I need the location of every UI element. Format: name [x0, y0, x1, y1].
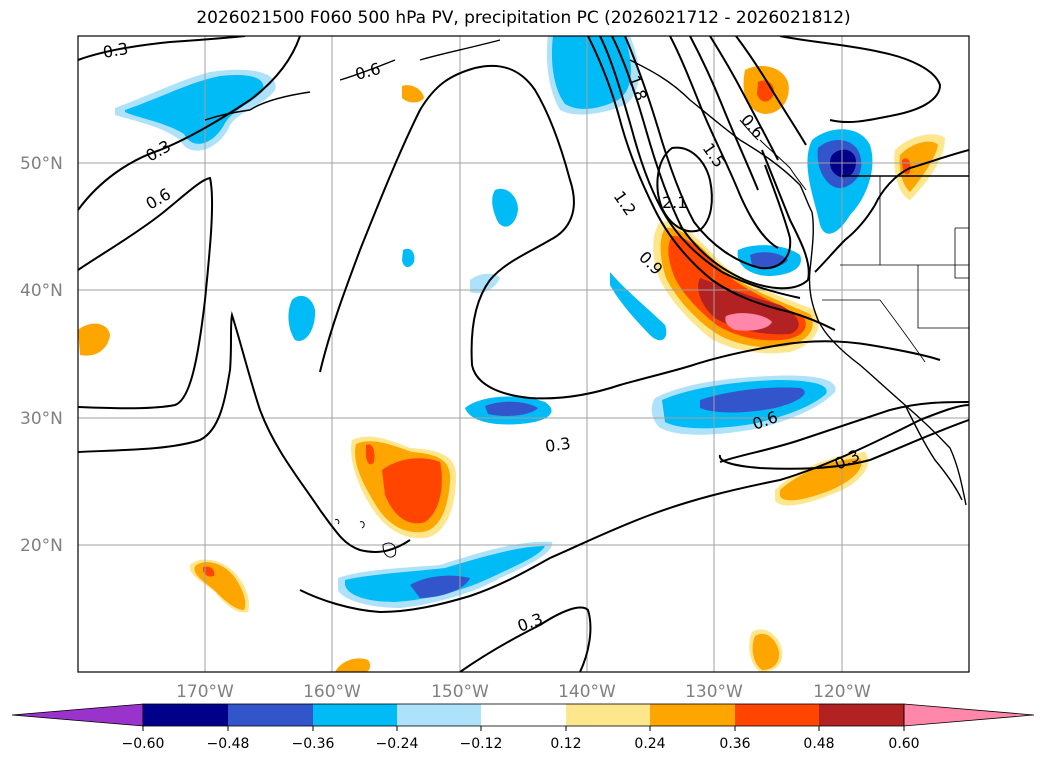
lon-label: 160°W [303, 682, 361, 702]
colorbar: −0.60 −0.48 −0.36 −0.24 −0.12 0.12 0.24 … [11, 703, 1035, 752]
neg-blob-south-core [345, 546, 545, 602]
neg-blob-gulf-alaska-core [125, 74, 264, 144]
gridlines [78, 36, 969, 672]
neg-blob-30n-left-core [485, 401, 538, 416]
pos-blob-bottom2 [335, 658, 371, 672]
coast-alaska [204, 39, 501, 121]
pv-contours [78, 36, 969, 672]
pv-0.6-inner [719, 401, 969, 463]
plot-title: 2026021500 F060 500 hPa PV, precipitatio… [196, 8, 851, 28]
pos-blob-main-pink [725, 313, 772, 331]
colorbar-segment [566, 704, 650, 726]
colorbar-tick-label: −0.24 [376, 736, 419, 752]
pos-blob-bottom1-core [752, 633, 780, 670]
lat-label: 40°N [20, 281, 63, 301]
neg-blob-small4 [288, 295, 316, 341]
colorbar-tick-label: 0.12 [550, 736, 581, 752]
colorbar-tick-label: 0.48 [803, 736, 834, 752]
pv-1.8b [669, 36, 779, 249]
colorbar-extend-min [11, 703, 144, 727]
pos-blob-idaho-core [899, 141, 938, 192]
pos-blob-hawaii-red [202, 566, 215, 577]
pv-0.6-loop [718, 419, 969, 470]
pv-0.3-arc [78, 36, 301, 211]
pv-1.5 [611, 36, 810, 290]
colorbar-segment [481, 704, 566, 726]
neg-blob-small1 [492, 188, 518, 227]
border-states [840, 176, 969, 329]
neg-blob-30n-right-core2 [700, 387, 805, 413]
map-frame [77, 35, 970, 673]
colorbar-tick-label: 0.60 [888, 736, 919, 752]
colorbar-segment [228, 704, 313, 726]
colorbar-segment [650, 704, 735, 726]
colorbar-tick-label: −0.48 [207, 736, 250, 752]
pv-1.2b [709, 36, 779, 161]
pv-0.6-ne [779, 36, 942, 124]
precip-positive-shading [78, 66, 945, 672]
pv-0.3-trough [319, 64, 941, 400]
pv-0.3-south [299, 404, 969, 614]
lat-label: 20°N [20, 536, 63, 556]
pv-0.6-northwest [78, 176, 214, 410]
lat-label: 50°N [20, 154, 63, 174]
pos-blob-subtrop-red [382, 458, 442, 524]
pv-0.6-ridge [78, 311, 411, 553]
lon-labels: 170°W 160°W 150°W 140°W 130°W 120°W [176, 682, 871, 702]
colorbar-outline [142, 703, 905, 727]
colorbar-segment [143, 704, 228, 726]
colorbar-tick-label: 0.36 [719, 736, 750, 752]
pv-0.3-north [78, 36, 246, 61]
lon-label: 120°W [813, 682, 871, 702]
lon-label: 150°W [431, 682, 489, 702]
pos-blob-baja-core [780, 458, 862, 501]
lat-labels: 20°N 30°N 40°N 50°N [20, 154, 63, 556]
pos-blob-main-darkred [698, 278, 799, 335]
colorbar-segment [397, 704, 481, 726]
pv-0.3-bump [459, 606, 592, 672]
contour-label: 0.3 [544, 434, 572, 456]
islands-bc [739, 119, 807, 191]
contour-label: 2.1 [662, 193, 687, 212]
colorbar-tick-label: −0.60 [122, 736, 165, 752]
contour-label: 0.3 [101, 39, 129, 62]
coastlines [204, 39, 969, 558]
colorbar-segment [735, 704, 819, 726]
pv-2.1 [656, 146, 713, 233]
pv-0.3-ne [814, 149, 969, 273]
colorbar-tick-label: 0.24 [634, 736, 665, 752]
colorbar-extend-max [903, 703, 1035, 727]
colorbar-tick-label: −0.12 [460, 736, 503, 752]
lat-label: 30°N [20, 409, 63, 429]
colorbar-segment [313, 704, 397, 726]
colorbar-segment [819, 704, 904, 726]
lon-label: 170°W [176, 682, 234, 702]
pv-1.5b [689, 36, 759, 191]
neg-blob-north-core [551, 36, 631, 109]
neg-blob-small2 [402, 248, 415, 268]
colorbar-tick-label: −0.36 [292, 736, 335, 752]
colorbar-ticks [142, 726, 905, 731]
pos-blob-subtrop-red2 [365, 444, 375, 465]
pos-blob-westedge [78, 323, 110, 356]
pv-1.8 [624, 36, 792, 270]
islands-hawaii [334, 519, 397, 558]
coast-alaska-panhandle [629, 59, 813, 213]
neg-blob-south-core2 [410, 575, 470, 598]
lon-label: 140°W [558, 682, 616, 702]
coast-west-usa [808, 211, 967, 506]
lon-label: 130°W [685, 682, 743, 702]
pv-0.9b [735, 36, 807, 146]
pos-blob-ak-small [402, 85, 424, 103]
neg-blob-streak [610, 272, 667, 341]
pv-0.9 [587, 36, 836, 331]
